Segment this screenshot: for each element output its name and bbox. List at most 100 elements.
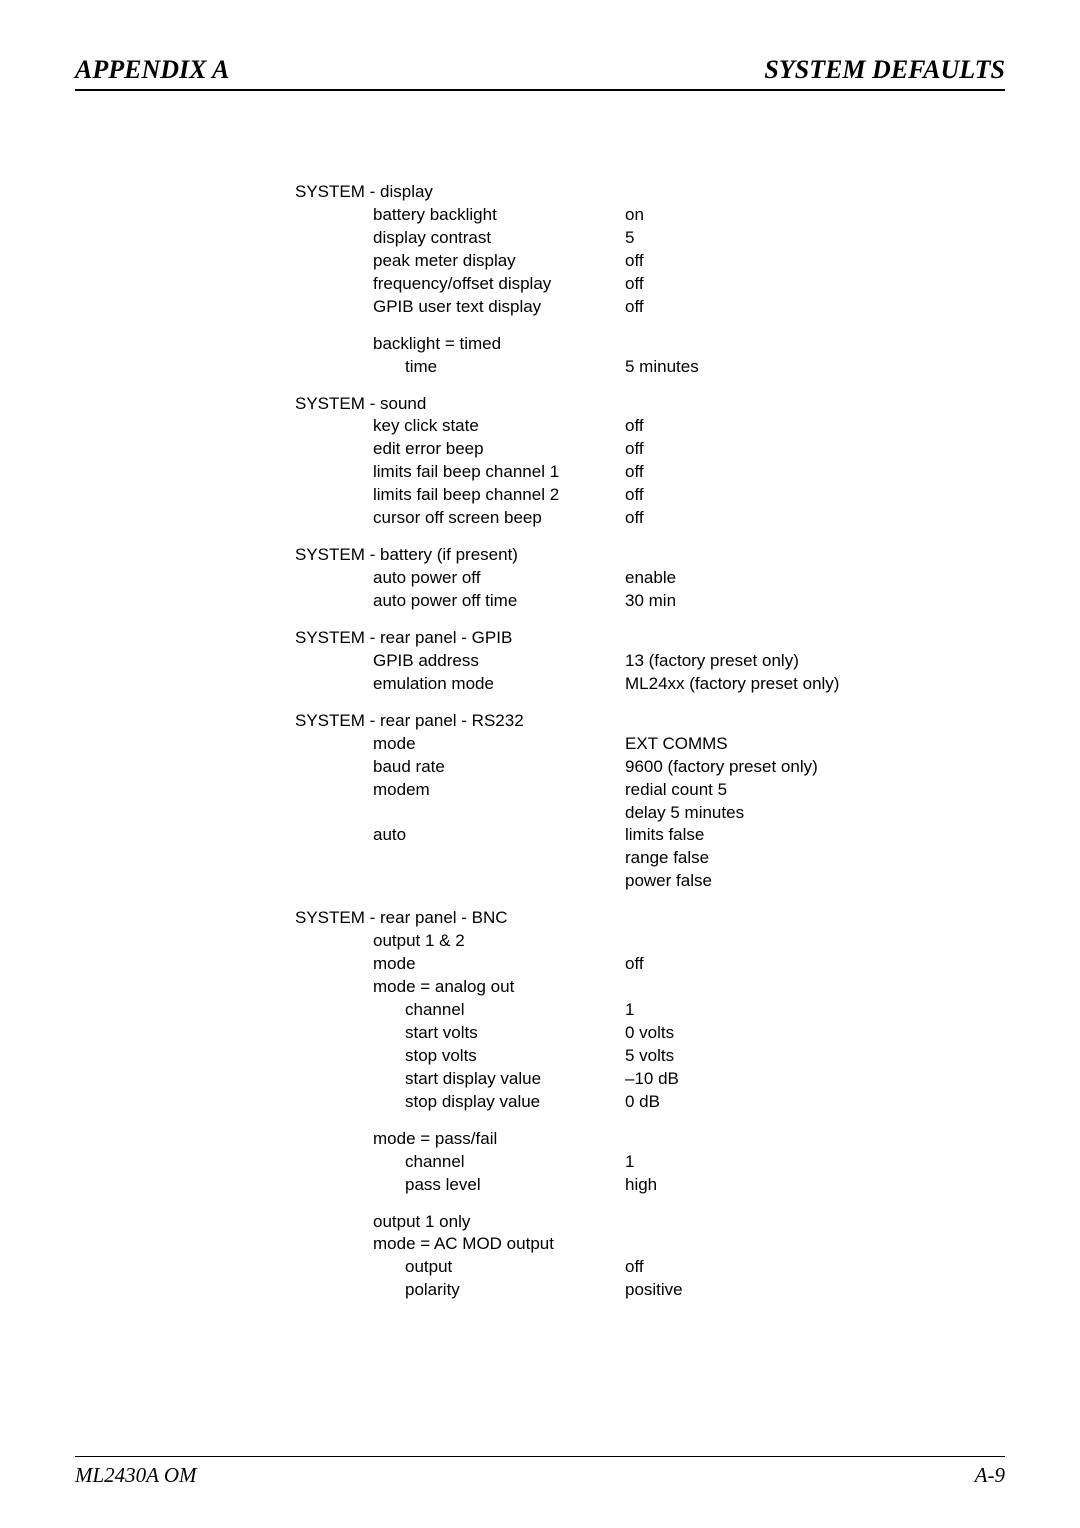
setting-label: stop display value — [295, 1091, 625, 1114]
setting-label: mode — [295, 953, 625, 976]
setting-value — [625, 333, 1005, 356]
section: mode = pass/failchannel1pass levelhigh — [295, 1128, 1005, 1197]
setting-value: high — [625, 1174, 1005, 1197]
setting-label: backlight = timed — [295, 333, 625, 356]
setting-value — [625, 1128, 1005, 1151]
setting-row: GPIB user text displayoff — [295, 296, 1005, 319]
section-title: SYSTEM - rear panel - BNC — [295, 907, 1005, 930]
setting-value: ML24xx (factory preset only) — [625, 673, 1005, 696]
content-area: SYSTEM - displaybattery backlightondispl… — [75, 181, 1005, 1436]
setting-row: display contrast5 — [295, 227, 1005, 250]
setting-value — [625, 1233, 1005, 1256]
setting-value: off — [625, 296, 1005, 319]
setting-value: 0 volts — [625, 1022, 1005, 1045]
setting-label: pass level — [295, 1174, 625, 1197]
setting-row: key click stateoff — [295, 415, 1005, 438]
setting-row: polaritypositive — [295, 1279, 1005, 1302]
setting-value: off — [625, 273, 1005, 296]
setting-label: output 1 only — [295, 1211, 625, 1234]
setting-label: start volts — [295, 1022, 625, 1045]
setting-value: EXT COMMS — [625, 733, 1005, 756]
setting-label: limits fail beep channel 1 — [295, 461, 625, 484]
setting-label: modem — [295, 779, 625, 802]
setting-row: range false — [295, 847, 1005, 870]
setting-value: off — [625, 415, 1005, 438]
setting-label — [295, 802, 625, 825]
section-title: SYSTEM - display — [295, 181, 1005, 204]
setting-value: 1 — [625, 999, 1005, 1022]
setting-value: 1 — [625, 1151, 1005, 1174]
section: SYSTEM - battery (if present)auto power … — [295, 544, 1005, 613]
setting-value: 0 dB — [625, 1091, 1005, 1114]
setting-row: channel1 — [295, 1151, 1005, 1174]
setting-label: frequency/offset display — [295, 273, 625, 296]
setting-row: backlight = timed — [295, 333, 1005, 356]
setting-row: mode = AC MOD output — [295, 1233, 1005, 1256]
setting-row: modeoff — [295, 953, 1005, 976]
section: SYSTEM - soundkey click stateoffedit err… — [295, 393, 1005, 531]
setting-value — [625, 976, 1005, 999]
setting-row: pass levelhigh — [295, 1174, 1005, 1197]
setting-label: key click state — [295, 415, 625, 438]
setting-label: auto power off — [295, 567, 625, 590]
setting-row: cursor off screen beepoff — [295, 507, 1005, 530]
setting-value: redial count 5 — [625, 779, 1005, 802]
setting-row: GPIB address13 (factory preset only) — [295, 650, 1005, 673]
setting-row: peak meter displayoff — [295, 250, 1005, 273]
setting-label: polarity — [295, 1279, 625, 1302]
setting-value: 13 (factory preset only) — [625, 650, 1005, 673]
setting-value: on — [625, 204, 1005, 227]
setting-value: delay 5 minutes — [625, 802, 1005, 825]
setting-value: off — [625, 484, 1005, 507]
setting-row: output 1 & 2 — [295, 930, 1005, 953]
setting-row: limits fail beep channel 1off — [295, 461, 1005, 484]
setting-value: –10 dB — [625, 1068, 1005, 1091]
footer-right: A-9 — [975, 1463, 1005, 1488]
setting-value: positive — [625, 1279, 1005, 1302]
setting-label: battery backlight — [295, 204, 625, 227]
setting-row: delay 5 minutes — [295, 802, 1005, 825]
section-title: SYSTEM - battery (if present) — [295, 544, 1005, 567]
setting-label: peak meter display — [295, 250, 625, 273]
header-right: SYSTEM DEFAULTS — [764, 55, 1005, 85]
setting-label: channel — [295, 1151, 625, 1174]
setting-value: 5 volts — [625, 1045, 1005, 1068]
setting-value — [625, 930, 1005, 953]
page-footer: ML2430A OM A-9 — [75, 1456, 1005, 1488]
setting-label: start display value — [295, 1068, 625, 1091]
section: backlight = timedtime5 minutes — [295, 333, 1005, 379]
setting-row: mode = pass/fail — [295, 1128, 1005, 1151]
setting-row: power false — [295, 870, 1005, 893]
setting-row: time5 minutes — [295, 356, 1005, 379]
setting-value: enable — [625, 567, 1005, 590]
setting-row: mode = analog out — [295, 976, 1005, 999]
setting-row: auto power off time30 min — [295, 590, 1005, 613]
setting-label: mode — [295, 733, 625, 756]
setting-row: frequency/offset displayoff — [295, 273, 1005, 296]
header-left: APPENDIX A — [75, 55, 229, 85]
setting-value: 5 minutes — [625, 356, 1005, 379]
setting-value: off — [625, 461, 1005, 484]
section: SYSTEM - rear panel - RS232modeEXT COMMS… — [295, 710, 1005, 894]
setting-row: outputoff — [295, 1256, 1005, 1279]
setting-label: output — [295, 1256, 625, 1279]
setting-row: baud rate9600 (factory preset only) — [295, 756, 1005, 779]
setting-value: off — [625, 507, 1005, 530]
setting-row: autolimits false — [295, 824, 1005, 847]
setting-row: stop volts5 volts — [295, 1045, 1005, 1068]
setting-value: off — [625, 953, 1005, 976]
page-header: APPENDIX A SYSTEM DEFAULTS — [75, 55, 1005, 91]
setting-row: modemredial count 5 — [295, 779, 1005, 802]
section: SYSTEM - displaybattery backlightondispl… — [295, 181, 1005, 319]
setting-label: auto power off time — [295, 590, 625, 613]
setting-row: edit error beepoff — [295, 438, 1005, 461]
setting-label: auto — [295, 824, 625, 847]
setting-value: range false — [625, 847, 1005, 870]
setting-value — [625, 1211, 1005, 1234]
setting-label: channel — [295, 999, 625, 1022]
setting-label: cursor off screen beep — [295, 507, 625, 530]
setting-label: limits fail beep channel 2 — [295, 484, 625, 507]
setting-label: baud rate — [295, 756, 625, 779]
setting-row: channel1 — [295, 999, 1005, 1022]
section-title: SYSTEM - rear panel - RS232 — [295, 710, 1005, 733]
